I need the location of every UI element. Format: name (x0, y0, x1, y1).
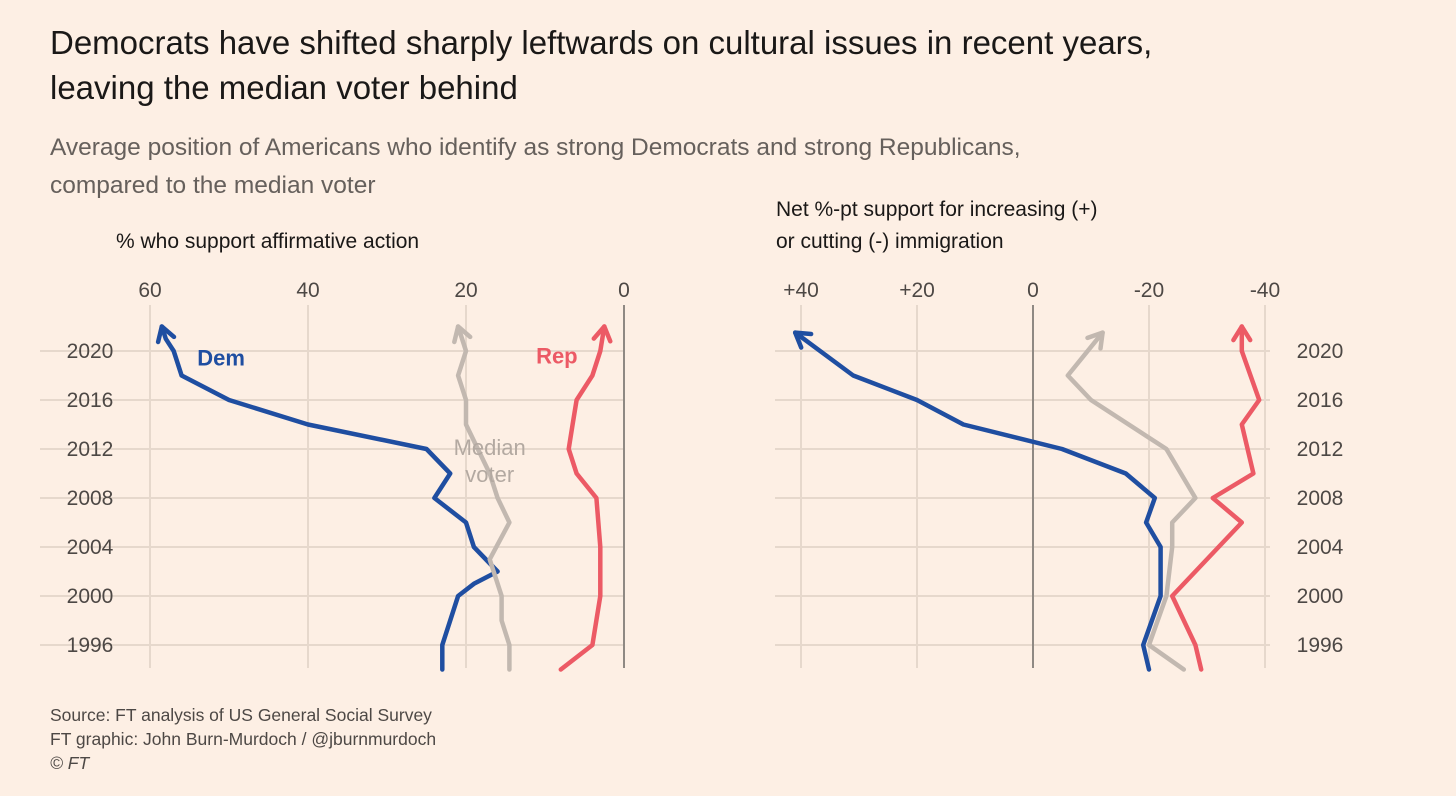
right-axis-title: Net %-pt support for increasing (+) or c… (776, 194, 1236, 258)
chart-title-line-2: leaving the median voter behind (50, 69, 518, 106)
y-tick-label: 2008 (67, 487, 114, 510)
x-tick-label: 60 (138, 279, 161, 302)
series-line-dem (159, 324, 500, 672)
series-arrowhead-dem (155, 324, 177, 345)
copyright: © FT (50, 753, 90, 773)
y-tick-label: 2016 (1297, 389, 1344, 412)
chart-subtitle-line-2: compared to the median voter (50, 172, 376, 199)
graphic-credit: FT graphic: John Burn-Murdoch / @jburnmu… (50, 729, 437, 749)
y-tick-label: 2020 (67, 340, 114, 363)
y-tick-label: 2000 (1297, 585, 1344, 608)
x-tick-label: +20 (899, 279, 935, 302)
series-label-dem: Dem (197, 346, 245, 371)
chart-title-line-1: Democrats have shifted sharply leftwards… (50, 24, 1153, 61)
series-arrowhead-dem (792, 330, 814, 350)
x-tick-label: -20 (1134, 279, 1164, 302)
series-arrowhead-median (452, 324, 473, 345)
chart-subtitle-line-1: Average position of Americans who identi… (50, 134, 1021, 161)
x-tick-label: 40 (296, 279, 319, 302)
chart-subtitle: Average position of Americans who identi… (50, 129, 1350, 205)
left-panel-affirmative-action: 1996 2000 2004 2008 2012 2016 2020 60 40 20 0 Dem Me… (40, 279, 630, 672)
y-tick-label: 2000 (67, 585, 114, 608)
series-arrowhead-median (1085, 330, 1105, 351)
x-tick-label: -40 (1250, 279, 1280, 302)
chart-title: Democrats have shifted sharply leftwards… (50, 20, 1410, 110)
series-line-median (455, 324, 512, 672)
right-axis-title-line-1: Net %-pt support for increasing (+) (776, 198, 1098, 221)
y-tick-label: 2004 (1297, 536, 1344, 559)
right-panel-immigration: 1996 2000 2004 2008 2012 2016 2020 +40 +20 0 -20 -4… (775, 279, 1344, 672)
left-axis-title: % who support affirmative action (116, 230, 420, 253)
series-line-dem (792, 330, 1163, 672)
y-tick-label: 2020 (1297, 340, 1344, 363)
y-tick-label: 2016 (67, 389, 114, 412)
y-tick-label: 1996 (1297, 634, 1344, 657)
series-label-rep: Rep (536, 343, 578, 368)
series-line-median (1065, 330, 1198, 672)
x-tick-label: 0 (618, 279, 630, 302)
x-tick-label: 20 (454, 279, 477, 302)
right-axis-title-line-2: or cutting (-) immigration (776, 230, 1004, 253)
source-notes: Source: FT analysis of US General Social… (50, 703, 436, 775)
series-label-median: Median (454, 435, 526, 460)
y-tick-label: 2012 (1297, 438, 1344, 461)
series-arrowhead-rep (591, 324, 613, 344)
source-line: Source: FT analysis of US General Social… (50, 705, 432, 725)
x-tick-label: +40 (783, 279, 819, 302)
y-tick-label: 2012 (67, 438, 114, 461)
series-arrowhead-rep (1231, 324, 1253, 343)
series-label-median: voter (465, 462, 514, 487)
series-line-rep (1169, 324, 1262, 672)
x-tick-label: 0 (1027, 279, 1039, 302)
series-line-rep (558, 324, 607, 672)
y-tick-label: 2004 (67, 536, 114, 559)
y-tick-label: 2008 (1297, 487, 1344, 510)
y-tick-label: 1996 (67, 634, 114, 657)
